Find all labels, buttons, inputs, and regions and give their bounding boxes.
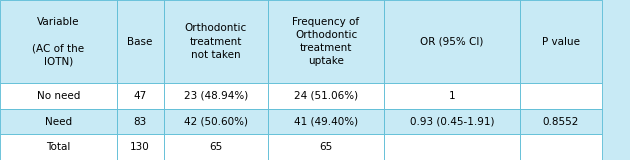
Text: 23 (48.94%): 23 (48.94%): [184, 91, 248, 101]
Text: Total: Total: [46, 142, 71, 152]
Bar: [117, 0, 164, 83]
Bar: [268, 0, 384, 83]
Text: 65: 65: [319, 142, 333, 152]
Bar: [0, 134, 117, 160]
Bar: [164, 134, 268, 160]
Bar: [117, 134, 164, 160]
Text: 83: 83: [134, 117, 147, 127]
Bar: [0, 83, 117, 109]
Bar: [268, 109, 384, 134]
Text: 0.8552: 0.8552: [542, 117, 579, 127]
Text: Frequency of
Orthodontic
treatment
uptake: Frequency of Orthodontic treatment uptak…: [292, 17, 360, 66]
Text: 41 (49.40%): 41 (49.40%): [294, 117, 358, 127]
Bar: [117, 109, 164, 134]
Bar: [520, 83, 602, 109]
Bar: [520, 109, 602, 134]
Bar: [268, 83, 384, 109]
Text: Base: Base: [127, 37, 153, 47]
Text: 130: 130: [130, 142, 150, 152]
Bar: [164, 109, 268, 134]
Text: 65: 65: [209, 142, 222, 152]
Bar: [384, 83, 520, 109]
Bar: [384, 109, 520, 134]
Bar: [117, 83, 164, 109]
Text: 24 (51.06%): 24 (51.06%): [294, 91, 358, 101]
Text: Need: Need: [45, 117, 72, 127]
Bar: [520, 0, 602, 83]
Bar: [384, 134, 520, 160]
Text: No need: No need: [37, 91, 80, 101]
Bar: [164, 83, 268, 109]
Text: OR (95% CI): OR (95% CI): [420, 37, 484, 47]
Bar: [520, 134, 602, 160]
Bar: [268, 134, 384, 160]
Text: 47: 47: [134, 91, 147, 101]
Text: Orthodontic
treatment
not taken: Orthodontic treatment not taken: [185, 23, 247, 60]
Text: 0.93 (0.45-1.91): 0.93 (0.45-1.91): [410, 117, 495, 127]
Bar: [0, 0, 117, 83]
Text: 42 (50.60%): 42 (50.60%): [184, 117, 248, 127]
Bar: [0, 109, 117, 134]
Bar: [384, 0, 520, 83]
Bar: [164, 0, 268, 83]
Text: Variable

(AC of the
IOTN): Variable (AC of the IOTN): [32, 17, 84, 66]
Text: P value: P value: [542, 37, 580, 47]
Text: 1: 1: [449, 91, 455, 101]
